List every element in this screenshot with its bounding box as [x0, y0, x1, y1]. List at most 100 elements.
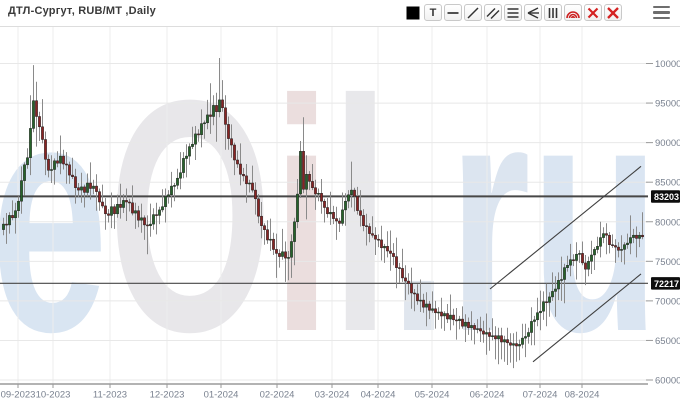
vertical-lines-tool-button[interactable] — [544, 4, 562, 21]
candle — [443, 313, 446, 317]
candle — [521, 337, 524, 345]
y-axis-label: 100000 — [655, 59, 680, 70]
x-axis-label: 09-2023 — [1, 390, 36, 401]
candle — [593, 249, 596, 256]
candle — [38, 116, 41, 128]
axes: 100000 95000 90000 85000 80000 75000 70000 6500… — [0, 59, 680, 401]
candle — [197, 133, 200, 136]
delete-all-tool-button[interactable] — [604, 4, 622, 21]
y-axis-label: 85000 — [655, 178, 680, 189]
y-axis-label: 65000 — [655, 336, 680, 347]
pitchfork-tool-button[interactable] — [524, 4, 542, 21]
candle — [497, 335, 500, 340]
candle — [641, 234, 644, 238]
candle — [479, 328, 482, 332]
candle — [59, 155, 62, 164]
price-tag — [651, 277, 680, 290]
candle — [356, 196, 359, 211]
candle — [314, 187, 317, 195]
candle — [32, 100, 35, 129]
candle — [233, 144, 236, 161]
candle — [380, 239, 383, 249]
candle — [341, 209, 344, 224]
candle — [77, 187, 80, 191]
menu-button[interactable] — [653, 6, 670, 19]
candle — [590, 254, 593, 262]
candle — [248, 182, 251, 185]
candle — [212, 105, 215, 117]
candle — [56, 160, 59, 164]
candle — [14, 210, 17, 219]
candle — [281, 251, 284, 257]
candle — [107, 213, 110, 216]
candle — [221, 99, 224, 109]
candle — [596, 246, 599, 250]
candle — [230, 138, 233, 146]
candle — [422, 299, 425, 308]
pitchfork-tool-icon — [527, 6, 539, 19]
candle — [584, 262, 587, 270]
fib-arcs-tool-icon — [566, 10, 580, 18]
candle — [353, 189, 356, 197]
trendline-tool-button[interactable] — [464, 4, 482, 21]
candle — [431, 308, 434, 311]
candle — [635, 234, 638, 239]
candle — [488, 332, 491, 337]
chart-header: ДТЛ-Сургут, RUB/MT ,Daily T — [0, 0, 680, 27]
channel-tool-button[interactable] — [484, 4, 502, 21]
y-axis-label: 70000 — [655, 296, 680, 307]
candle — [182, 158, 185, 173]
candle — [218, 99, 221, 113]
candle — [638, 234, 641, 239]
candle — [293, 221, 296, 242]
trend-channel[interactable] — [489, 165, 642, 363]
candle — [311, 181, 314, 188]
candle — [146, 224, 149, 227]
candle — [185, 155, 188, 159]
candle — [320, 193, 323, 202]
candle — [536, 312, 539, 321]
candle — [419, 299, 422, 302]
candle — [449, 314, 452, 320]
candle — [524, 336, 527, 339]
candle — [251, 182, 254, 191]
price-chart[interactable]: eOil.ru100000 95000 90000 85000 80000 75000 70… — [0, 26, 680, 406]
candle — [410, 283, 413, 294]
fib-levels-tool-button[interactable] — [504, 4, 522, 21]
candle — [362, 215, 365, 226]
candle — [617, 246, 620, 251]
delete-tool-button[interactable] — [584, 4, 602, 21]
candle — [572, 259, 575, 261]
candle — [620, 249, 623, 251]
price-level-lines[interactable] — [0, 195, 648, 284]
candle — [5, 223, 8, 226]
horizontal-line-tool-icon — [447, 11, 459, 14]
candle — [8, 215, 11, 226]
candle — [581, 253, 584, 264]
candle — [527, 332, 530, 337]
x-axis-label: 01-2024 — [204, 390, 239, 401]
candle — [407, 280, 410, 284]
candle — [473, 325, 476, 330]
candle — [68, 164, 71, 176]
hamburger-menu-icon — [653, 6, 670, 9]
fib-arcs-tool-button[interactable] — [564, 4, 582, 21]
candle — [533, 319, 536, 322]
candle — [155, 214, 158, 216]
candle — [125, 200, 128, 203]
candle — [518, 344, 521, 347]
drawing-toolbar: T — [404, 4, 622, 21]
candle — [461, 318, 464, 327]
candle — [503, 339, 506, 343]
candle — [299, 151, 302, 195]
candle — [53, 160, 56, 170]
candle — [290, 241, 293, 258]
candle — [110, 206, 113, 216]
text-tool-button[interactable]: T — [424, 4, 442, 21]
candle — [329, 212, 332, 215]
candle — [485, 332, 488, 335]
candle — [464, 321, 467, 327]
color-swatch-button[interactable] — [404, 4, 422, 21]
horizontal-line-tool-button[interactable] — [444, 4, 462, 21]
price-tag-label: 72217 — [654, 279, 679, 289]
